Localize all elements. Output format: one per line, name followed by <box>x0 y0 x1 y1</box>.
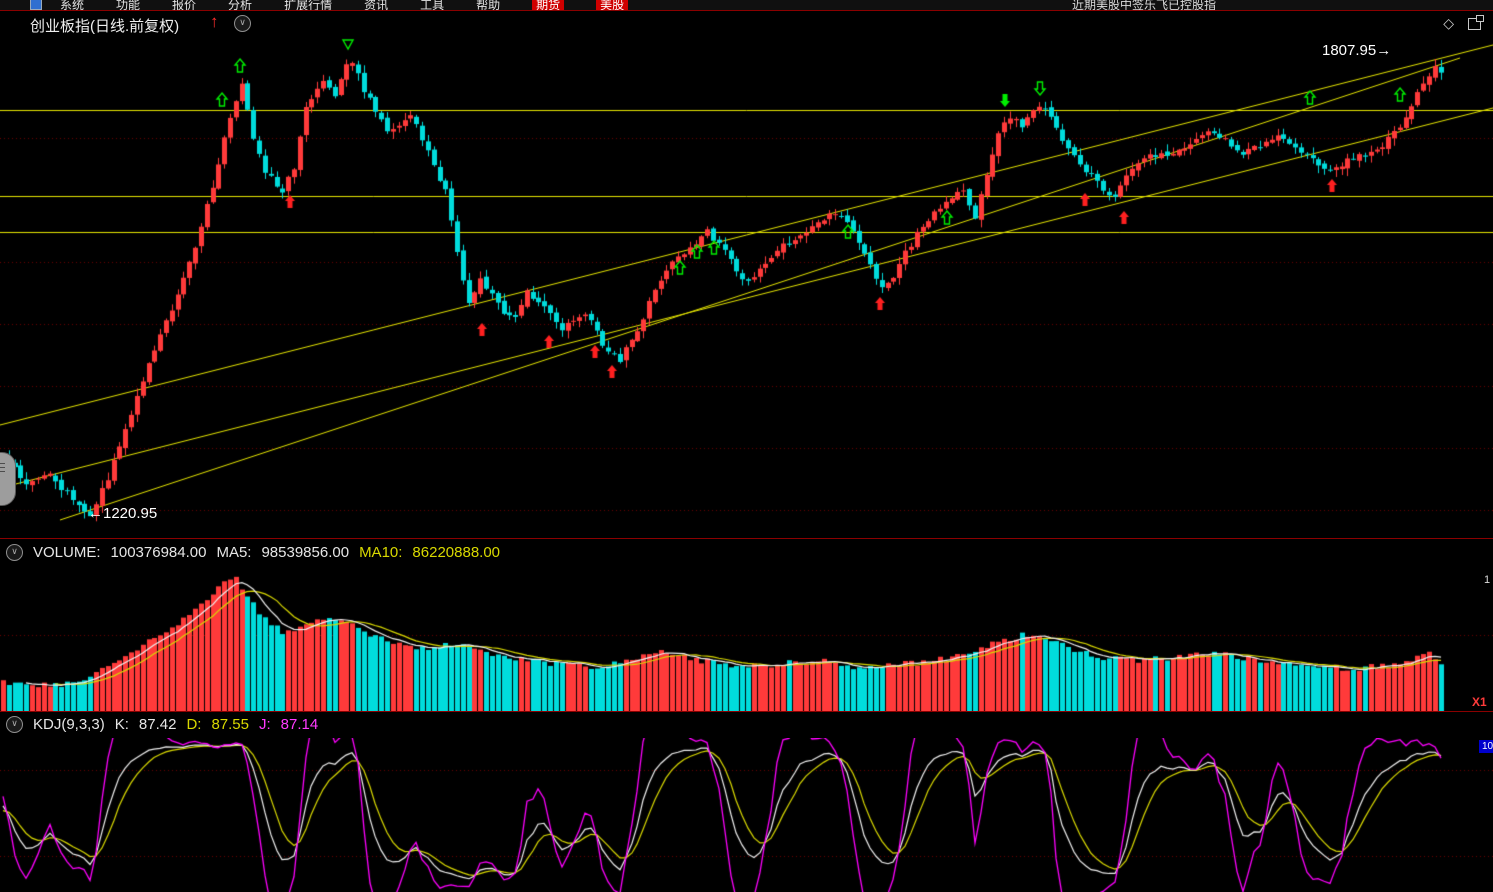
volume-x1-label: X1 <box>1472 695 1487 709</box>
window-restore-icon[interactable] <box>1468 14 1484 30</box>
high-price-label: 1807.95→ <box>1322 42 1391 59</box>
menu-item[interactable]: 帮助 <box>476 0 501 10</box>
kdj-panel-separator <box>0 711 1493 712</box>
menu-item[interactable]: 扩展行情 <box>284 0 333 10</box>
collapse-main-chevron-icon[interactable]: ∨ <box>234 15 251 32</box>
main-chart-canvas[interactable] <box>0 38 1493 538</box>
kdj-right-axis-badge: 10 <box>1479 740 1493 753</box>
menu-item[interactable]: 报价 <box>172 0 197 10</box>
kdj-d-value: 87.55 <box>211 716 249 733</box>
collapse-volume-chevron-icon[interactable]: ∨ <box>6 543 23 561</box>
menu-item[interactable]: 功能 <box>116 0 141 10</box>
diamond-icon[interactable]: ◇ <box>1443 15 1454 31</box>
kdj-label: KDJ(9,3,3) <box>33 716 105 733</box>
volume-header: ∨ VOLUME: 100376984.00 MA5: 98539856.00 … <box>0 540 500 564</box>
kdj-d-label: D: <box>186 716 202 733</box>
menu-item-highlighted[interactable]: 美股 <box>596 0 629 10</box>
volume-label: VOLUME: <box>33 543 101 561</box>
ma10-label: MA10: <box>359 543 403 561</box>
menu-item-highlighted[interactable]: 期货 <box>532 0 565 10</box>
kdj-k-label: K: <box>114 716 129 733</box>
collapse-kdj-chevron-icon[interactable]: ∨ <box>6 716 23 733</box>
app-logo-icon <box>30 0 42 10</box>
low-price-value: 1220.95 <box>103 505 158 522</box>
kdj-j-label: J: <box>258 716 271 733</box>
ma5-label: MA5: <box>216 543 252 561</box>
volume-panel-separator <box>0 538 1493 539</box>
low-price-label: ←1220.95 <box>88 505 157 522</box>
kdj-k-value: 87.42 <box>138 716 177 733</box>
chart-title: 创业板指(日线.前复权) <box>30 18 180 35</box>
kdj-j-value: 87.14 <box>280 716 319 733</box>
menu-bar: 系统 功能 报价 分析 扩展行情 资讯 工具 帮助 期货 美股 近期美股中签乐飞已控股指 <box>0 0 1493 10</box>
trend-up-icon: ↑ <box>210 12 219 31</box>
ma10-value: 86220888.00 <box>412 543 501 561</box>
kdj-canvas[interactable] <box>0 738 1493 892</box>
ma5-value: 98539856.00 <box>261 543 350 561</box>
volume-canvas[interactable] <box>0 564 1493 711</box>
high-price-value: 1807.95 <box>1322 42 1377 59</box>
window-top-border <box>0 10 1493 11</box>
arrow-right-icon: → <box>1376 42 1392 59</box>
menu-item[interactable]: 资讯 <box>364 0 389 10</box>
menu-items: 系统 功能 报价 分析 扩展行情 资讯 工具 帮助 期货 美股 <box>0 0 629 10</box>
volume-right-axis-label: 1 <box>1484 574 1491 586</box>
chart-header: 创业板指(日线.前复权) ↑ ∨ ◇ <box>0 12 1493 37</box>
menu-item[interactable]: 工具 <box>420 0 445 10</box>
left-toolbar-handle[interactable] <box>0 452 16 506</box>
menu-item[interactable]: 分析 <box>228 0 253 10</box>
menu-right-text: 近期美股中签乐飞已控股指 <box>1072 0 1217 10</box>
menu-item[interactable]: 系统 <box>60 0 85 10</box>
arrow-left-icon: ← <box>88 505 103 522</box>
volume-value: 100376984.00 <box>110 543 207 561</box>
kdj-header: ∨ KDJ(9,3,3) K: 87.42 D: 87.55 J: 87.14 <box>0 712 318 737</box>
